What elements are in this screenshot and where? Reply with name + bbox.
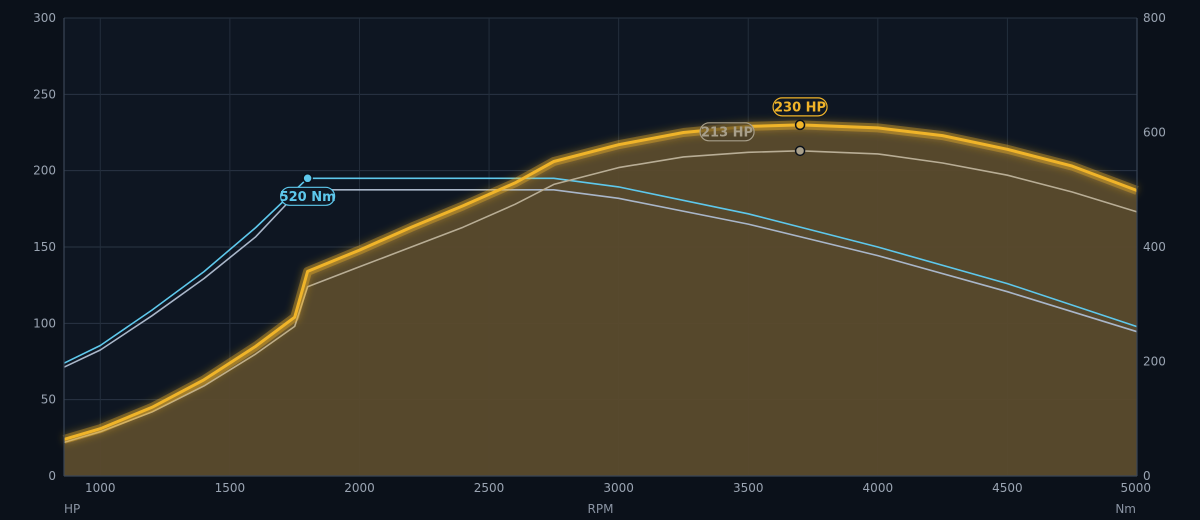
y-left-tick-label: 50 <box>41 393 56 407</box>
x-tick-label: 1500 <box>215 481 246 495</box>
series-lines <box>62 120 1139 444</box>
hp_stock-callout-box <box>699 122 755 142</box>
y-left-tick-label: 300 <box>33 11 56 25</box>
x-tick-label: 3000 <box>603 481 634 495</box>
hp_tuned-callout-label: 230 HP <box>774 100 826 115</box>
y-left-axis-title: HP <box>64 502 80 516</box>
hp_tuned-callout-box <box>772 97 828 117</box>
torque_tuned-callout-box <box>280 186 336 206</box>
x-axis-title: RPM <box>588 502 614 516</box>
y-right-axis-title: Nm <box>1115 502 1136 516</box>
x-tick-label: 2500 <box>474 481 505 495</box>
y-right-tick-label: 200 <box>1143 355 1166 369</box>
y-left-tick-label: 250 <box>33 87 56 101</box>
hp_tuned-line <box>63 123 1138 441</box>
y-right-tick-label: 400 <box>1143 240 1166 254</box>
callouts: 230 HP 213 HP 520 Nm <box>280 97 828 206</box>
x-tick-label: 3500 <box>733 481 764 495</box>
torque_tuned-line <box>63 177 1138 364</box>
x-tick-label: 2000 <box>344 481 375 495</box>
y-right-tick-label: 0 <box>1143 469 1151 483</box>
y-left-tick-label: 200 <box>33 164 56 178</box>
y-left-tick-label: 150 <box>33 240 56 254</box>
torque_tuned-peak-marker <box>302 173 313 184</box>
torque_stock-line <box>63 189 1138 368</box>
hp_tuned-area <box>64 124 1137 477</box>
hp_stock-callout-label: 213 HP <box>701 125 753 140</box>
y-right-tick-label: 800 <box>1143 11 1166 25</box>
area-fill <box>64 124 1137 477</box>
hp_stock-peak-marker <box>794 145 806 157</box>
x-tick-label: 4500 <box>992 481 1023 495</box>
x-tick-label: 4000 <box>863 481 894 495</box>
x-tick-label: 5000 <box>1120 481 1151 495</box>
y-left-tick-label: 0 <box>48 469 56 483</box>
y-left-tick-label: 100 <box>33 316 56 330</box>
x-tick-label: 1000 <box>85 481 116 495</box>
y-right-tick-label: 600 <box>1143 126 1166 140</box>
torque_tuned-callout-label: 520 Nm <box>280 190 336 205</box>
hp_tuned-peak-marker <box>794 119 806 131</box>
hp_stock-line <box>63 150 1138 444</box>
